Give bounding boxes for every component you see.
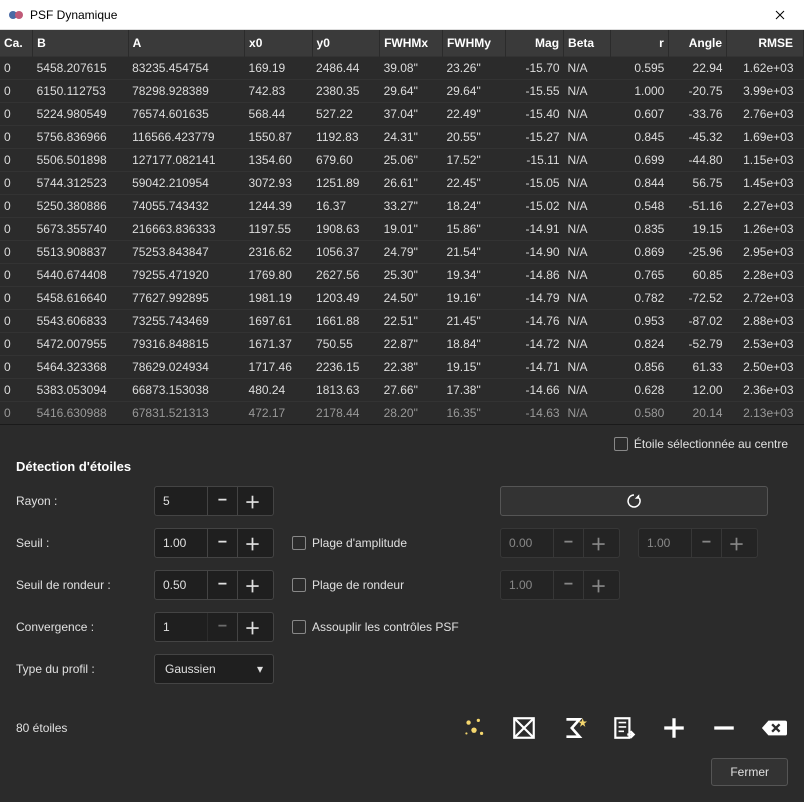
window-title: PSF Dynamique — [30, 8, 117, 22]
col-header[interactable]: Beta — [564, 30, 611, 57]
table-row[interactable]: 05383.05309466873.153038480.241813.6327.… — [0, 379, 804, 402]
col-header[interactable]: y0 — [312, 30, 380, 57]
sparkle-icon[interactable] — [460, 714, 488, 742]
center-star-checkbox[interactable]: Étoile sélectionnée au centre — [614, 437, 788, 451]
col-header[interactable]: x0 — [245, 30, 313, 57]
roundness-val-spinner: − ＋ — [500, 570, 620, 600]
table-row[interactable]: 06150.11275378298.928389742.832380.3529.… — [0, 80, 804, 103]
add-icon[interactable] — [660, 714, 688, 742]
app-icon — [8, 7, 24, 23]
table-row[interactable]: 05416.63098867831.521313472.172178.4428.… — [0, 402, 804, 425]
table-row[interactable]: 05673.355740216663.8363331197.551908.631… — [0, 218, 804, 241]
table-row[interactable]: 05250.38088674055.7434321244.3916.3733.2… — [0, 195, 804, 218]
rondeur-spinner[interactable]: − ＋ — [154, 570, 274, 600]
convergence-minus[interactable]: − — [207, 613, 237, 641]
rondeur-minus[interactable]: − — [207, 571, 237, 599]
col-header[interactable]: A — [128, 30, 244, 57]
rondeur-plus[interactable]: ＋ — [237, 571, 267, 599]
relax-psf-checkbox[interactable]: Assouplir les contrôles PSF — [292, 620, 492, 634]
rondeur-input[interactable] — [155, 578, 207, 592]
rayon-plus[interactable]: ＋ — [237, 487, 267, 515]
close-button[interactable]: Fermer — [711, 758, 788, 786]
seuil-spinner[interactable]: − ＋ — [154, 528, 274, 558]
refresh-icon — [625, 492, 643, 510]
col-header[interactable]: Mag — [505, 30, 563, 57]
convergence-spinner[interactable]: − ＋ — [154, 612, 274, 642]
convergence-plus[interactable]: ＋ — [237, 613, 267, 641]
seuil-input[interactable] — [155, 536, 207, 550]
table-row[interactable]: 05756.836966116566.4237791550.871192.832… — [0, 126, 804, 149]
titlebar: PSF Dynamique — [0, 0, 804, 30]
col-header[interactable]: Ca. — [0, 30, 33, 57]
delete-icon[interactable] — [760, 714, 788, 742]
col-header[interactable]: r — [610, 30, 668, 57]
table-row[interactable]: 05513.90883775253.8438472316.621056.3724… — [0, 241, 804, 264]
col-header[interactable]: FWHMy — [442, 30, 505, 57]
table-row[interactable]: 05458.20761583235.454754169.192486.4439.… — [0, 57, 804, 80]
col-header[interactable]: B — [33, 30, 128, 57]
center-star-label: Étoile sélectionnée au centre — [634, 437, 788, 451]
table-row[interactable]: 05458.61664077627.9928951981.191203.4924… — [0, 287, 804, 310]
amplitude-min-spinner: − ＋ — [500, 528, 620, 558]
col-header[interactable]: FWHMx — [380, 30, 443, 57]
profile-type-select[interactable]: Gaussien ▾ — [154, 654, 274, 684]
chevron-down-icon: ▾ — [257, 662, 263, 676]
amplitude-max-spinner: − ＋ — [638, 528, 758, 558]
profile-type-label: Type du profil : — [16, 662, 146, 676]
section-title: Détection d'étoiles — [16, 459, 788, 474]
star-count: 80 étoiles — [16, 721, 67, 735]
convergence-label: Convergence : — [16, 620, 146, 634]
rayon-label: Rayon : — [16, 494, 146, 508]
table-row[interactable]: 05440.67440879255.4719201769.802627.5625… — [0, 264, 804, 287]
rayon-spinner[interactable]: − ＋ — [154, 486, 274, 516]
rayon-input[interactable] — [155, 494, 207, 508]
sigma-star-icon[interactable] — [560, 714, 588, 742]
convergence-input[interactable] — [155, 620, 207, 634]
psf-table: Ca.BAx0y0FWHMxFWHMyMagBetarAngleRMSE 054… — [0, 30, 804, 424]
seuil-label: Seuil : — [16, 536, 146, 550]
table-row[interactable]: 05464.32336878629.0249341717.462236.1522… — [0, 356, 804, 379]
col-header[interactable]: RMSE — [727, 30, 804, 57]
table-row[interactable]: 05744.31252359042.2109543072.931251.8926… — [0, 172, 804, 195]
rayon-minus[interactable]: − — [207, 487, 237, 515]
close-window-button[interactable] — [757, 1, 802, 29]
refresh-button[interactable] — [500, 486, 768, 516]
cross-box-icon[interactable] — [510, 714, 538, 742]
amplitude-range-checkbox[interactable]: Plage d'amplitude — [292, 536, 492, 550]
col-header[interactable]: Angle — [668, 30, 726, 57]
export-icon[interactable] — [610, 714, 638, 742]
roundness-range-checkbox[interactable]: Plage de rondeur — [292, 578, 492, 592]
seuil-plus[interactable]: ＋ — [237, 529, 267, 557]
table-row[interactable]: 05472.00795579316.8488151671.37750.5522.… — [0, 333, 804, 356]
remove-icon[interactable] — [710, 714, 738, 742]
table-row[interactable]: 05506.501898127177.0821411354.60679.6025… — [0, 149, 804, 172]
table-row[interactable]: 05224.98054976574.601635568.44527.2237.0… — [0, 103, 804, 126]
seuil-minus[interactable]: − — [207, 529, 237, 557]
rondeur-label: Seuil de rondeur : — [16, 578, 146, 592]
table-row[interactable]: 05543.60683373255.7434691697.611661.8822… — [0, 310, 804, 333]
